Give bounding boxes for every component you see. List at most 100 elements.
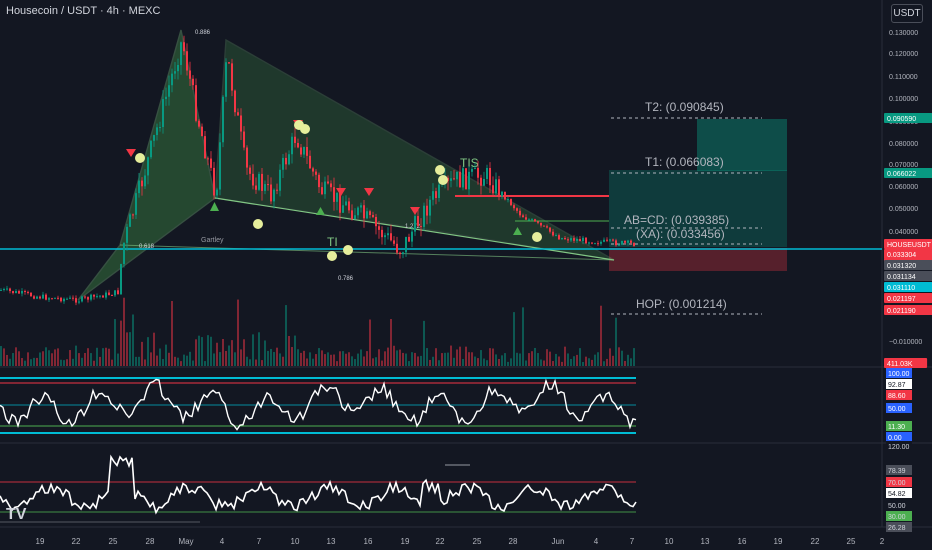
candle-body — [498, 179, 500, 197]
candle-body — [252, 173, 254, 186]
candle-body — [228, 62, 230, 64]
volume-bar — [486, 360, 488, 366]
volume-bar — [507, 361, 509, 366]
candle-body — [186, 51, 188, 71]
candle-body — [579, 238, 581, 242]
candle-body — [342, 205, 344, 213]
candle-body — [99, 295, 101, 297]
volume-bar — [468, 352, 470, 366]
candle-body — [15, 291, 17, 294]
tis-label: TIS — [460, 156, 479, 170]
volume-bar — [186, 355, 188, 366]
candle-body — [558, 235, 560, 240]
volume-bar — [138, 356, 140, 366]
volume-bar — [237, 299, 239, 366]
volume-bar — [600, 305, 602, 366]
volume-bar — [153, 332, 155, 366]
volume-bar — [66, 359, 68, 366]
time-axis[interactable]: 19 22 25 28 May 4 7 10 13 16 19 22 25 28 Jun 4 7 10 13 16 19… — [36, 537, 885, 546]
time-tick-label: May — [178, 537, 193, 546]
time-tick-label: 7 — [257, 537, 262, 546]
symbol-header[interactable]: Housecoin / USDT · 4h · MEXC — [6, 5, 161, 17]
volume-bar — [411, 352, 413, 366]
time-tick-label: 22 — [436, 537, 445, 546]
currency-selector[interactable]: USDT — [891, 4, 923, 23]
candle-body — [306, 146, 308, 156]
candle-body — [429, 199, 431, 216]
candle-body — [60, 297, 62, 302]
price-tick-label: 0.130000 — [889, 30, 918, 37]
candle-body — [396, 243, 398, 253]
candle-body — [489, 168, 491, 186]
volume-bar — [240, 349, 242, 366]
time-tick-label: 19 — [401, 537, 410, 546]
volume-bar — [549, 351, 551, 366]
svg-text:HOUSEUSDT: HOUSEUSDT — [887, 242, 932, 249]
volume-bar — [144, 359, 146, 366]
candle-body — [330, 183, 332, 188]
volume-bar — [99, 356, 101, 366]
candle-body — [603, 239, 605, 242]
volume-bar — [231, 340, 233, 366]
volume-bar — [606, 358, 608, 366]
oscillator-panel[interactable] — [0, 454, 637, 523]
ratio-label: 0.786 — [338, 276, 354, 282]
volume-bar — [342, 351, 344, 366]
svg-text:0.031320: 0.031320 — [887, 263, 916, 270]
volume-bar — [54, 349, 56, 366]
volume-bar — [63, 360, 65, 366]
price-tag: 411.03K — [884, 358, 928, 368]
candle-body — [216, 189, 218, 196]
candle-body — [615, 240, 617, 246]
harmonic-pattern[interactable] — [77, 29, 615, 301]
volume-bar — [111, 359, 113, 366]
volume-bar — [327, 352, 329, 366]
volume-bar — [339, 351, 341, 366]
candle-body — [105, 292, 107, 298]
volume-bar — [108, 348, 110, 366]
candle-body — [78, 301, 80, 303]
volume-bar — [456, 349, 458, 366]
candle-body — [75, 298, 77, 303]
volume-bar — [510, 358, 512, 366]
osc-label: 54.82 — [886, 488, 912, 498]
candle-body — [21, 290, 23, 294]
candle-body — [9, 288, 11, 292]
volume-bar — [579, 348, 581, 366]
candle-body — [3, 288, 5, 290]
volume-bar — [21, 358, 23, 366]
volume-bar — [303, 350, 305, 366]
candle-body — [303, 146, 305, 155]
volume-bar — [102, 348, 104, 366]
volume-bar — [30, 359, 32, 366]
candle-body — [195, 85, 197, 121]
candle-body — [510, 199, 512, 206]
volume-bar — [447, 352, 449, 366]
candle-body — [501, 191, 503, 197]
time-tick-label: 16 — [738, 537, 747, 546]
volume-bar — [462, 359, 464, 366]
candle-body — [6, 288, 8, 290]
volume-bars — [0, 297, 635, 366]
volume-bar — [183, 354, 185, 366]
candle-body — [435, 191, 437, 198]
volume-bar — [612, 355, 614, 366]
volume-bar — [69, 350, 71, 366]
candle-body — [288, 154, 290, 165]
price-tag: 0.031134 — [884, 271, 932, 281]
volume-bar — [381, 360, 383, 366]
candle-body — [573, 238, 575, 241]
candle-body — [102, 295, 104, 298]
target-hop-label: HOP: (0.001214) — [636, 297, 727, 311]
volume-bar — [363, 356, 365, 366]
rsi-panel[interactable] — [0, 377, 637, 434]
candle-body — [318, 174, 320, 188]
price-tag: 0.066022 — [884, 168, 932, 178]
candle-body — [162, 99, 164, 127]
candle-body — [567, 239, 569, 241]
volume-bar — [57, 348, 59, 366]
volume-bar — [60, 359, 62, 366]
candle-body — [588, 242, 590, 244]
volume-bar — [306, 358, 308, 366]
